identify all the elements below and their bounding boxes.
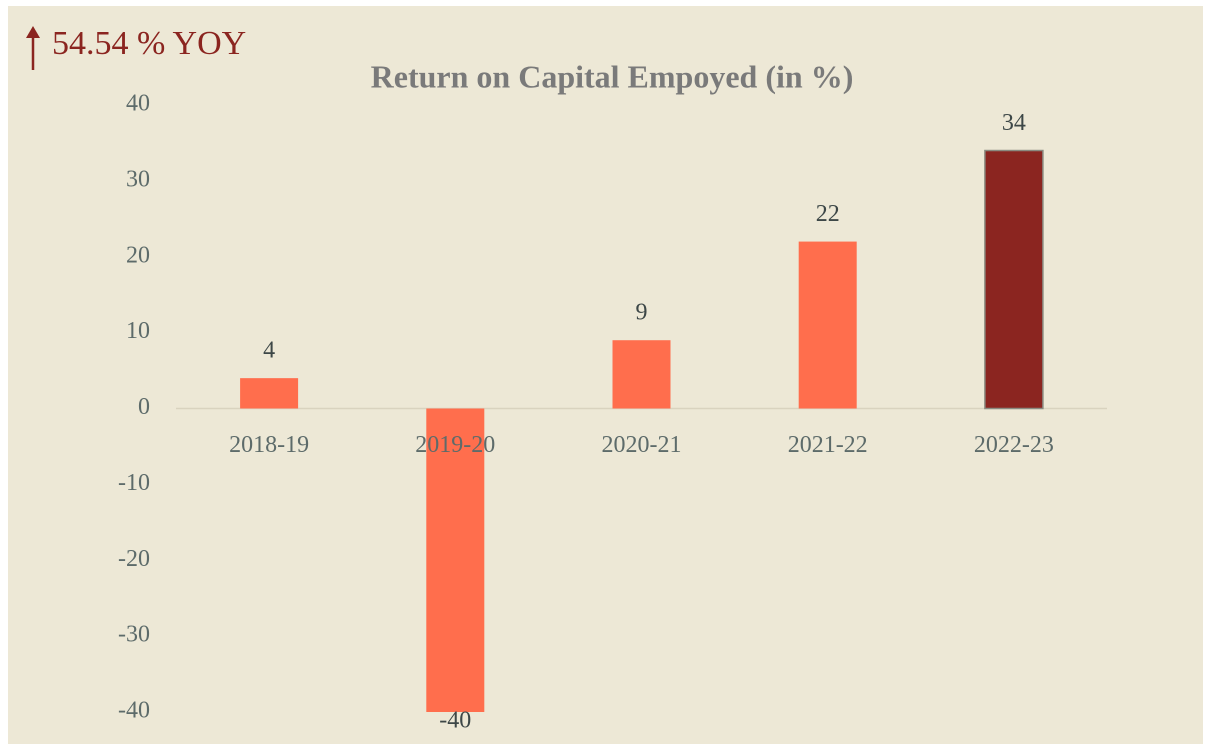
bar	[612, 340, 671, 409]
yoy-annotation: 54.54 % YOY	[52, 25, 246, 62]
x-tick-label: 2022-23	[974, 432, 1054, 458]
value-label: 9	[636, 300, 648, 326]
y-tick-label: -10	[118, 470, 150, 496]
y-tick-label: 30	[126, 166, 150, 192]
value-label: 34	[1002, 110, 1026, 136]
x-tick-label: 2018-19	[229, 432, 309, 458]
y-tick-label: -20	[118, 546, 150, 572]
value-label: -40	[439, 708, 471, 734]
bar	[798, 241, 857, 409]
trend-arrow	[26, 26, 40, 70]
x-tick-label: 2021-22	[788, 432, 868, 458]
x-tick-label: 2020-21	[602, 432, 682, 458]
bar	[984, 149, 1044, 410]
y-tick-label: -30	[118, 622, 150, 648]
bar	[426, 408, 485, 712]
x-tick-label: 2019-20	[415, 432, 495, 458]
y-tick-label: -40	[118, 698, 150, 724]
y-tick-label: 0	[138, 394, 150, 420]
bar	[240, 378, 299, 409]
y-tick-label: 40	[126, 91, 150, 117]
value-label: 22	[816, 201, 840, 227]
y-tick-label: 20	[126, 242, 150, 268]
chart-title: Return on Capital Empoyed (in %)	[371, 58, 854, 94]
y-tick-label: 10	[126, 318, 150, 344]
value-label: 4	[263, 338, 275, 364]
